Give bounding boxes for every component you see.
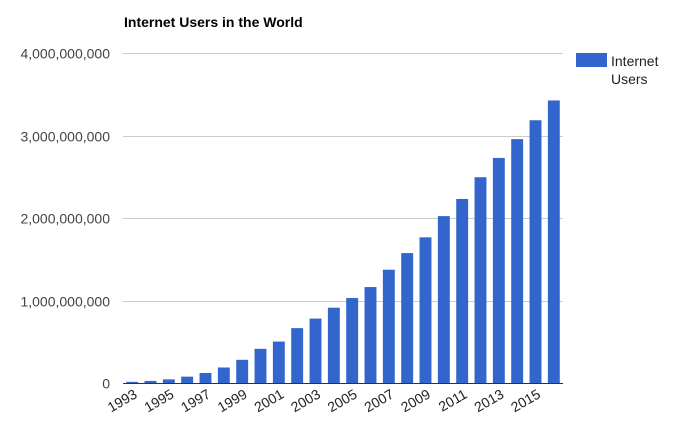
legend-label-line-2: Users bbox=[611, 71, 648, 87]
bar bbox=[162, 379, 175, 383]
bar bbox=[492, 157, 505, 383]
chart-title: Internet Users in the World bbox=[124, 14, 303, 30]
x-tick-label: 1997 bbox=[178, 386, 213, 416]
bar bbox=[217, 367, 230, 383]
bar bbox=[419, 237, 432, 383]
gridlines bbox=[123, 53, 563, 302]
x-axis-tick-labels: 1993 1995 1997 1999 2001 2003 2005 2007 2009 2011… bbox=[105, 386, 543, 416]
bar bbox=[346, 298, 359, 383]
bar bbox=[327, 307, 340, 383]
y-tick-label: 3,000,000,000 bbox=[20, 129, 110, 145]
y-tick-label: 2,000,000,000 bbox=[20, 211, 110, 227]
bar bbox=[254, 348, 267, 383]
bar bbox=[291, 328, 304, 383]
x-tick-label: 2013 bbox=[471, 386, 506, 416]
bar bbox=[272, 341, 285, 383]
x-tick-label: 1999 bbox=[215, 386, 250, 416]
bar bbox=[547, 100, 560, 383]
bar bbox=[199, 373, 212, 383]
legend-swatch bbox=[576, 53, 607, 67]
x-tick-label: 2005 bbox=[325, 386, 360, 416]
bar bbox=[309, 318, 322, 383]
x-tick-label: 2011 bbox=[436, 386, 470, 415]
bar bbox=[437, 216, 450, 383]
bar bbox=[364, 287, 377, 383]
bar bbox=[529, 120, 542, 384]
x-tick-label: 2009 bbox=[398, 386, 433, 416]
x-tick-label: 2015 bbox=[508, 386, 543, 416]
x-tick-label: 1995 bbox=[141, 386, 176, 416]
y-tick-label: 4,000,000,000 bbox=[20, 46, 110, 62]
y-tick-label: 1,000,000,000 bbox=[20, 294, 110, 310]
x-tick-label: 2003 bbox=[288, 386, 323, 416]
x-tick-label: 2001 bbox=[251, 386, 286, 416]
bar bbox=[236, 359, 249, 383]
x-tick-label: 2007 bbox=[361, 386, 396, 416]
legend-label-line-1: Internet bbox=[611, 53, 659, 69]
bar bbox=[382, 269, 395, 383]
bar bbox=[401, 253, 414, 383]
bar bbox=[474, 177, 487, 383]
y-tick-label: 0 bbox=[102, 376, 110, 392]
bar bbox=[511, 139, 524, 383]
legend: Internet Users bbox=[576, 53, 659, 87]
bar bbox=[456, 198, 469, 383]
y-axis-tick-labels: 0 1,000,000,000 2,000,000,000 3,000,000,000… bbox=[20, 46, 110, 392]
bars bbox=[126, 100, 560, 384]
bar bbox=[181, 376, 194, 383]
bar bbox=[126, 381, 139, 383]
bar bbox=[144, 380, 157, 383]
